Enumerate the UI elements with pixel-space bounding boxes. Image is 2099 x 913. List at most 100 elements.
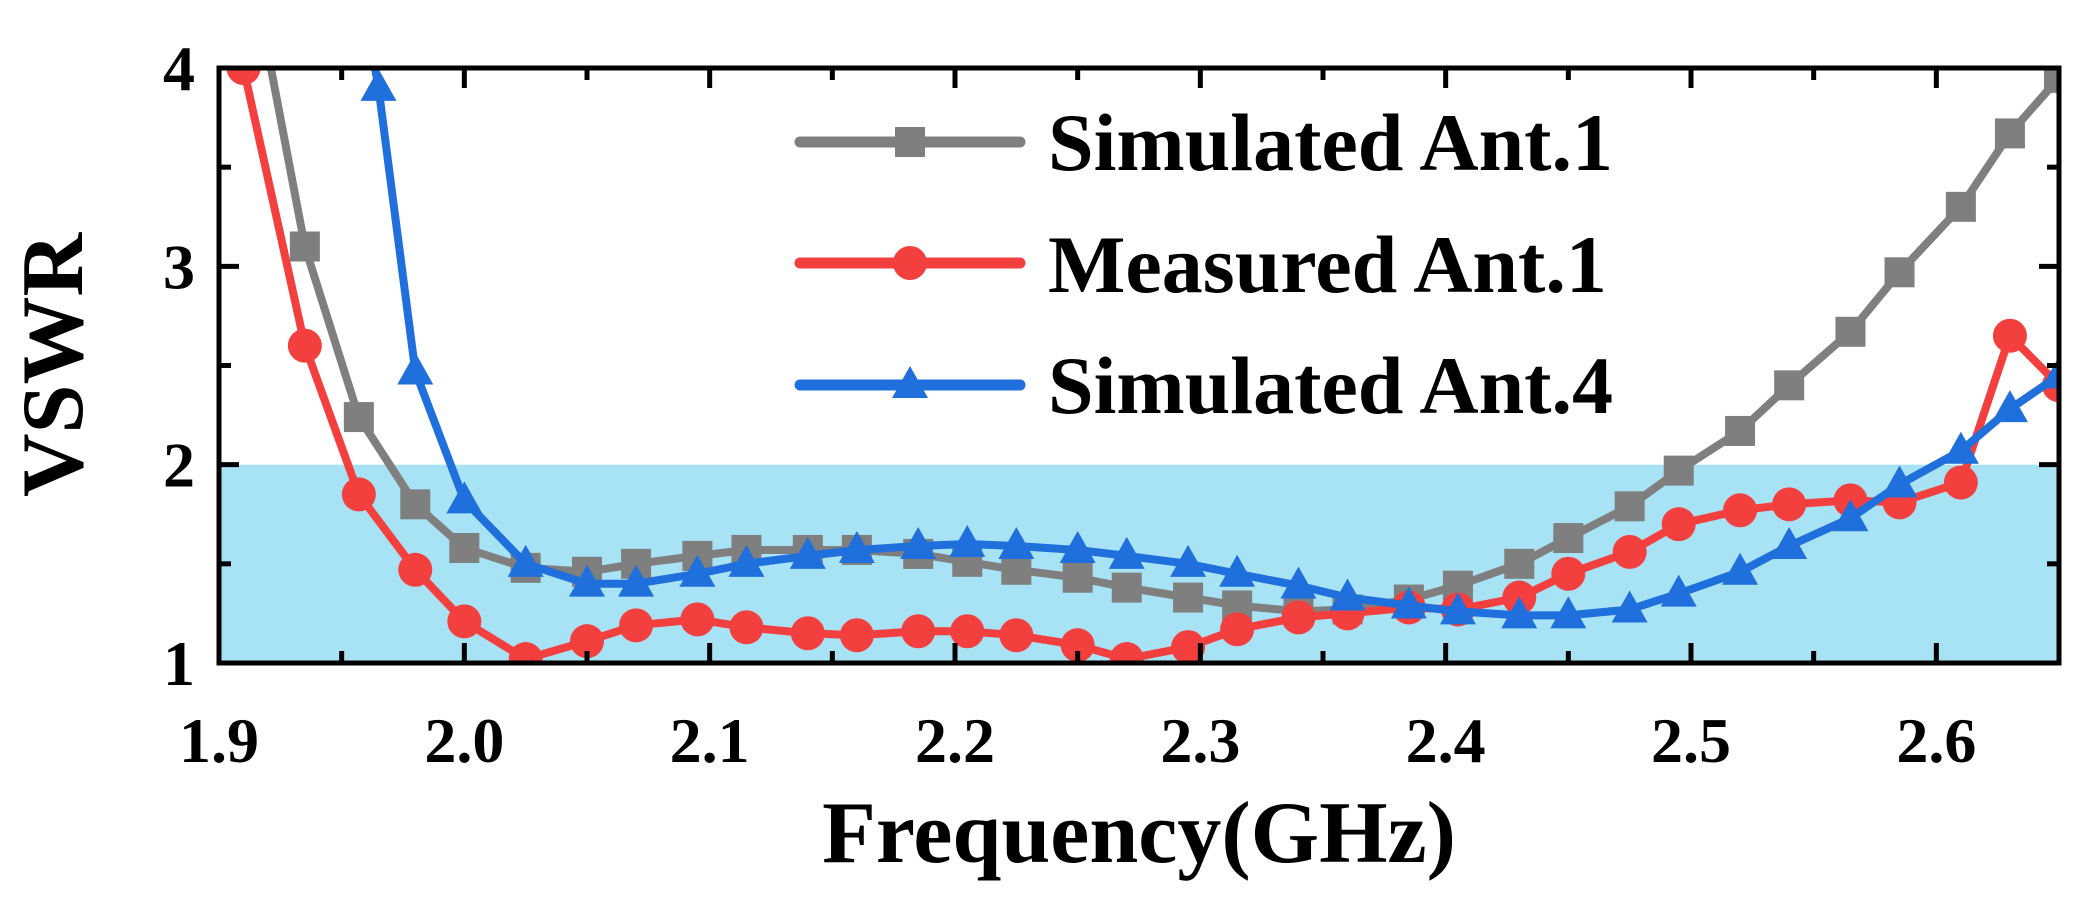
legend: Simulated Ant.1 Measured Ant.1 Simulated…: [794, 97, 1613, 431]
square-marker: [1553, 523, 1584, 554]
circle-marker: [570, 624, 604, 659]
y-tick-label: 1: [163, 628, 195, 699]
series-simulated-ant-1: [241, 0, 2059, 627]
x-tick-label: 2.0: [424, 705, 504, 776]
circle-marker: [619, 608, 654, 643]
circle-marker: [226, 68, 261, 85]
y-tick-label: 2: [163, 430, 195, 501]
square-marker: [1945, 191, 1976, 222]
x-tick-label: 2.6: [1896, 705, 1976, 776]
series-layer: [202, 0, 2059, 663]
legend-marker: [893, 246, 927, 280]
legend-item-simulated-ant4: Simulated Ant.4: [794, 340, 1613, 431]
x-tick-label: 2.2: [915, 705, 995, 776]
triangle-marker: [1660, 574, 1697, 607]
triangle-marker: [1722, 552, 1759, 585]
triangle-marker: [1501, 596, 1538, 629]
square-marker: [1001, 554, 1032, 585]
legend-marker: [895, 127, 925, 157]
triangle-marker: [1611, 590, 1648, 623]
triangle-marker: [618, 564, 655, 597]
circle-marker: [1220, 612, 1255, 647]
circle-marker: [950, 614, 985, 649]
legend-label: Simulated Ant.4: [1048, 340, 1613, 431]
triangle-marker: [1329, 578, 1366, 611]
triangle-marker: [1108, 536, 1145, 569]
triangle-marker: [679, 554, 716, 587]
circle-marker: [202, 0, 236, 16]
legend-item-simulated-ant1: Simulated Ant.1: [794, 97, 1613, 188]
square-marker: [343, 402, 374, 433]
square-marker: [1663, 455, 1694, 486]
triangle-marker: [900, 526, 937, 559]
triangle-marker: [1170, 544, 1207, 577]
triangle-marker: [1832, 499, 1869, 532]
square-marker: [1111, 572, 1142, 603]
square-marker: [241, 0, 271, 4]
x-tick-label: 2.3: [1160, 705, 1240, 776]
square-marker: [1725, 415, 1756, 446]
legend-label: Simulated Ant.1: [1048, 97, 1613, 188]
triangle-marker: [838, 530, 875, 563]
triangle-marker: [789, 536, 826, 569]
triangle-marker: [998, 526, 1035, 559]
square-marker: [2044, 68, 2059, 93]
triangle-marker: [728, 544, 765, 577]
triangle-marker: [1550, 596, 1587, 629]
x-axis-title: Frequency(GHz): [822, 785, 1456, 882]
triangle-marker: [1390, 586, 1427, 619]
triangle-marker: [1439, 592, 1476, 625]
circle-marker: [508, 642, 543, 663]
ticks-layer: 1.9 2.0 2.1 2.2 2.3 2.4 2.5 2.6 1 2 3 4: [163, 33, 2062, 776]
triangle-marker: [1991, 390, 2028, 423]
square-marker: [1614, 491, 1645, 522]
triangle-marker: [1881, 465, 1918, 498]
circle-marker: [1943, 465, 1978, 500]
square-marker: [1884, 257, 1915, 288]
triangle-marker: [1942, 431, 1979, 464]
x-tick-label: 2.4: [1406, 705, 1486, 776]
circle-marker: [1171, 630, 1206, 663]
legend-label: Measured Ant.1: [1048, 219, 1607, 310]
triangle-marker: [569, 564, 605, 597]
series-simulated-ant-4: [360, 68, 2059, 629]
square-marker: [449, 532, 480, 563]
triangle-marker: [507, 544, 544, 577]
triangle-marker: [446, 481, 483, 514]
circle-marker: [398, 552, 433, 587]
triangle-marker: [1280, 566, 1317, 599]
x-tick-label: 1.9: [179, 705, 259, 776]
circle-marker: [1281, 600, 1316, 635]
triangle-marker: [1219, 554, 1256, 587]
triangle-marker: [892, 366, 928, 398]
triangle-marker: [360, 68, 397, 101]
legend-item-measured-ant1: Measured Ant.1: [794, 219, 1607, 310]
circle-marker: [1723, 493, 1758, 528]
circle-marker: [287, 328, 322, 363]
y-tick-label: 3: [163, 231, 195, 302]
circle-marker: [901, 614, 936, 649]
square-marker: [1774, 370, 1805, 401]
circle-marker: [1612, 534, 1647, 569]
square-marker: [1504, 548, 1535, 579]
y-axis-title: VSWR: [5, 232, 102, 497]
square-marker: [895, 127, 925, 157]
circle-marker: [1551, 556, 1586, 591]
triangle-marker: [949, 525, 986, 557]
circle-marker: [680, 602, 715, 637]
x-tick-label: 2.5: [1651, 705, 1731, 776]
triangle-marker: [397, 352, 434, 385]
legend-marker: [892, 366, 928, 398]
square-marker: [289, 231, 320, 262]
circle-marker: [729, 610, 764, 645]
circle-marker: [1661, 507, 1696, 542]
circle-marker: [1060, 628, 1095, 663]
circle-marker: [1109, 642, 1144, 663]
square-marker: [1994, 118, 2025, 149]
circle-marker: [447, 604, 482, 639]
square-marker: [1173, 582, 1204, 613]
triangle-marker: [1059, 530, 1096, 563]
circle-marker: [893, 246, 927, 280]
square-marker: [400, 489, 431, 520]
circle-marker: [341, 477, 376, 512]
